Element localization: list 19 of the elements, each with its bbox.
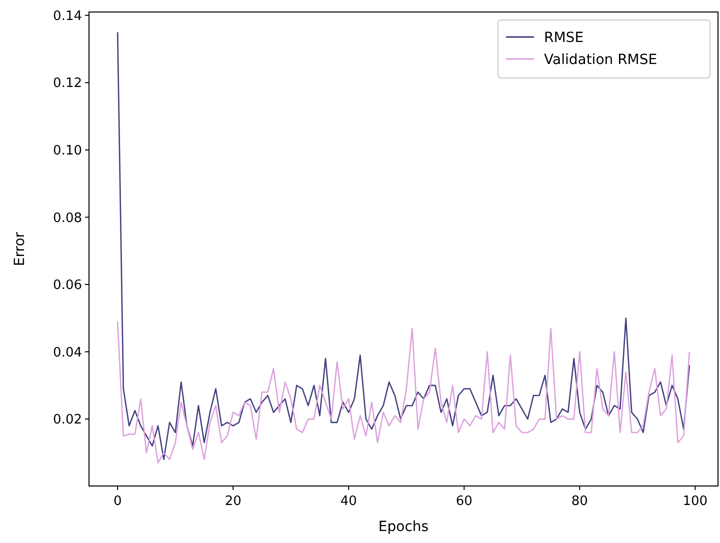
x-tick-label: 60 bbox=[456, 494, 472, 509]
x-tick-label: 40 bbox=[340, 494, 357, 509]
x-tick-label: 0 bbox=[113, 494, 122, 509]
y-tick-label: 0.12 bbox=[53, 76, 82, 92]
y-tick-label: 0.14 bbox=[53, 8, 82, 24]
y-tick-label: 0.06 bbox=[53, 278, 82, 294]
line-series bbox=[116, 32, 690, 460]
x-tick-label: 80 bbox=[571, 494, 588, 509]
x-tick-label: 20 bbox=[224, 494, 242, 509]
y-tick-label: 0.04 bbox=[53, 345, 82, 360]
x-tick-label: 100 bbox=[682, 494, 708, 509]
x-axis-title: Epochs bbox=[378, 519, 429, 535]
legend-label: Validation RMSE bbox=[544, 52, 658, 68]
y-tick-label: 0.10 bbox=[53, 143, 82, 158]
y-tick-label: 0.02 bbox=[53, 412, 82, 428]
line-series bbox=[116, 320, 690, 464]
legend-label: RMSE bbox=[544, 30, 584, 46]
y-tick-label: 0.08 bbox=[53, 210, 82, 226]
y-axis-title: Error bbox=[12, 232, 28, 266]
